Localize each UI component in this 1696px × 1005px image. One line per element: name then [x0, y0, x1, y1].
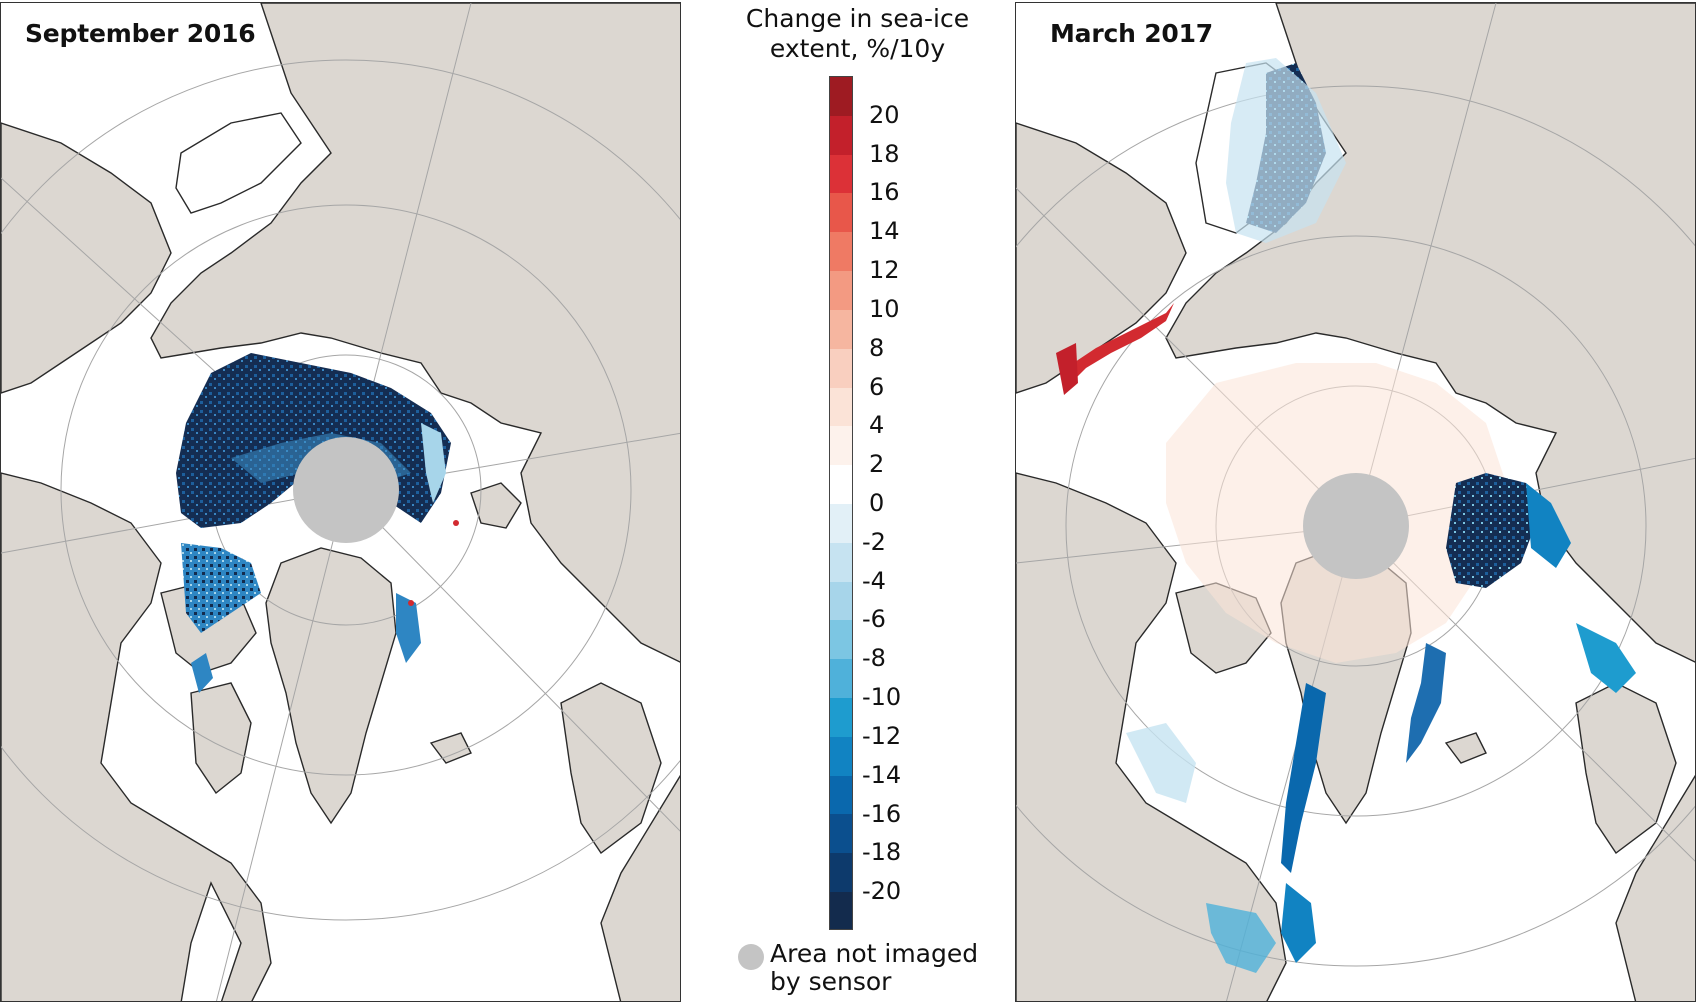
colorbar-swatch: [830, 465, 852, 504]
colorbar-swatch: [830, 581, 852, 621]
colorbar-swatch: [830, 154, 852, 194]
land-iceland: [429, 732, 472, 764]
map-september-2016: September 2016: [0, 2, 681, 1002]
land-greenland: [265, 547, 397, 825]
colorbar-swatch: [830, 309, 852, 349]
colorbar-tick-label: 6: [869, 372, 885, 401]
land-kamchatka: [175, 112, 302, 214]
land-masses: [1016, 3, 1695, 1001]
land-europe-corner: [600, 774, 680, 1001]
colorbar-swatch: [830, 387, 852, 427]
colorbar-tick-label: -4: [862, 566, 886, 595]
colorbar-tick-label: -8: [862, 644, 886, 673]
colorbar-swatch: [830, 736, 852, 776]
colorbar-tick-label: 4: [869, 411, 885, 440]
area-not-imaged-right: [1303, 473, 1409, 579]
colorbar-tick-label: 12: [869, 256, 900, 285]
map-title-march-2017: March 2017: [1050, 19, 1213, 48]
colorbar-swatch: [830, 775, 852, 815]
colorbar-swatch: [830, 542, 852, 582]
land-alaska-south: [180, 881, 242, 1001]
land-eurasia: [150, 3, 680, 663]
no-data-swatch: [738, 944, 764, 970]
colorbar-swatch: [830, 620, 852, 660]
colorbar-swatch: [830, 77, 852, 116]
colorbar-swatch: [830, 232, 852, 272]
colorbar-swatch: [830, 814, 852, 854]
colorbar-swatch: [830, 348, 852, 388]
colorbar-tick-label: -2: [862, 527, 886, 556]
colorbar-tick-label: 8: [869, 333, 885, 362]
colorbar-swatch: [830, 659, 852, 698]
colorbar-tick-label: 16: [869, 178, 900, 207]
land-masses: [1, 3, 680, 1001]
colorbar-swatch: [830, 853, 852, 893]
colorbar-tick-label: 14: [869, 217, 900, 246]
colorbar-tick-label: -16: [862, 799, 902, 828]
colorbar-swatch: [830, 698, 852, 737]
colorbar-tick-label: -6: [862, 605, 886, 634]
legend-title-line1: Change in sea-ice: [745, 4, 970, 33]
map-march-2017: March 2017: [1015, 2, 1696, 1002]
colorbar-swatch: [830, 115, 852, 155]
colorbar-swatch: [830, 892, 852, 929]
no-data-label: Area not imaged by sensor: [770, 940, 1020, 996]
land-north-america: [1, 472, 272, 1001]
no-data-label-line1: Area not imaged: [770, 939, 979, 968]
colorbar-tick-label: -12: [862, 721, 902, 750]
graticule: [1, 3, 680, 1001]
land-north-america: [1016, 472, 1287, 1001]
colorbar-tick-label: 18: [869, 139, 900, 168]
land-scandinavia: [1, 122, 172, 394]
colorbar-tick-label: 10: [869, 294, 900, 323]
colorbar-swatch: [830, 193, 852, 233]
area-not-imaged-left: [293, 437, 399, 543]
land-uk-norway: [560, 682, 662, 855]
colorbar-tick-label: -20: [862, 877, 902, 906]
colorbar-tick-label: 0: [869, 489, 885, 517]
land-baffin: [190, 682, 252, 795]
colorbar-swatch: [830, 426, 852, 466]
colorbar-tick-label: 2: [869, 450, 885, 479]
colorbar-tick-label: -18: [862, 838, 902, 867]
colorbar-swatch: [830, 503, 852, 543]
colorbar-tick-label: -10: [862, 683, 902, 712]
land-scandinavia: [1016, 122, 1187, 394]
sea-ice-increase-right: [1056, 303, 1174, 395]
colorbar-legend: Change in sea-ice extent, %/10y 20 18 16 14…: [700, 0, 1015, 1005]
land-iceland: [1444, 732, 1487, 764]
colorbar-tick-label: -14: [862, 760, 902, 789]
colorbar: [829, 76, 853, 930]
colorbar-swatch: [830, 271, 852, 310]
legend-title-line2: extent, %/10y: [769, 34, 946, 63]
sea-ice-decline-right: [1126, 58, 1636, 973]
map-title-september-2016: September 2016: [25, 19, 256, 48]
colorbar-tick-label: 20: [869, 100, 900, 129]
land-svalbard: [470, 482, 522, 529]
no-data-label-line2: by sensor: [770, 967, 892, 996]
arctic-map-right: [1016, 3, 1695, 1001]
arctic-map-left: [1, 3, 680, 1001]
